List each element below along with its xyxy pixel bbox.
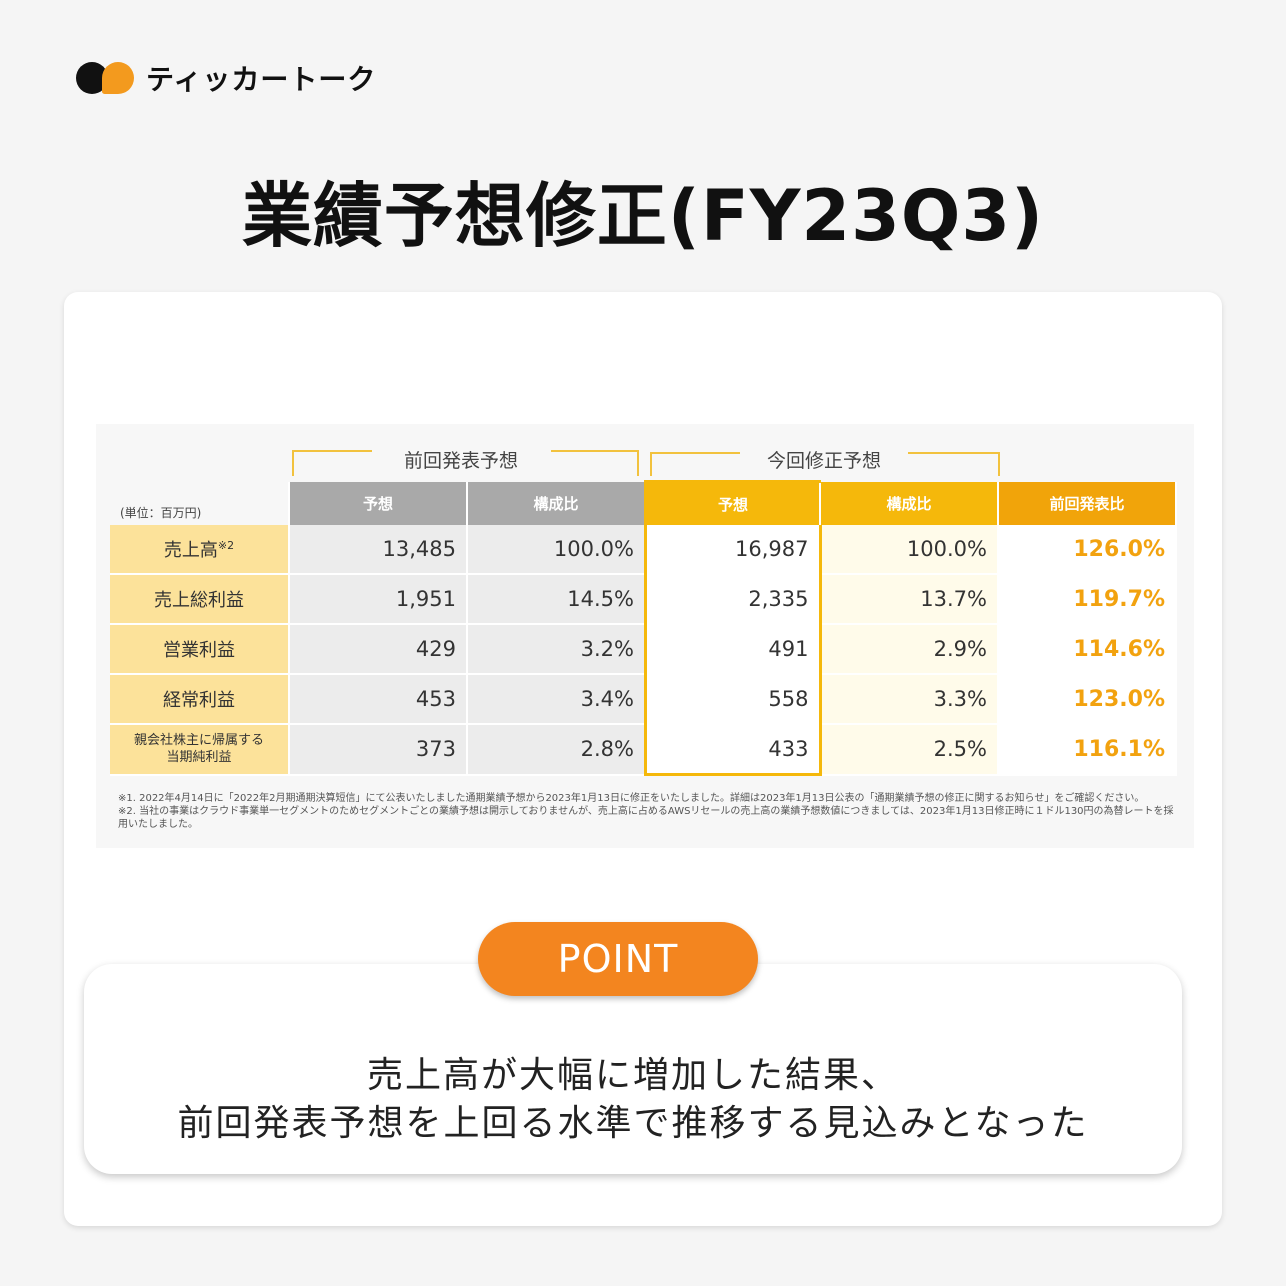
cell-curr-ratio: 13.7% xyxy=(820,574,999,625)
cell-curr-forecast: 433 xyxy=(644,724,822,776)
header-curr-forecast: 予想 xyxy=(644,480,821,525)
point-message: 売上高が大幅に増加した結果、 前回発表予想を上回る水準で推移する見込みとなった xyxy=(84,1052,1182,1148)
cell-vs-prev: 123.0% xyxy=(998,674,1177,725)
header-prev-forecast: 予想 xyxy=(289,481,468,525)
cell-curr-ratio: 100.0% xyxy=(820,525,999,575)
group-curr-label: 今回修正予想 xyxy=(766,450,881,472)
footnotes: ※1. 2022年4月14日に「2022年2月期通期決算短信」にて公表いたしまし… xyxy=(118,792,1178,831)
point-bubble: 売上高が大幅に増加した結果、 前回発表予想を上回る水準で推移する見込みとなった xyxy=(84,964,1182,1174)
point-badge: POINT xyxy=(478,922,758,996)
row-label: 売上高※2 xyxy=(110,525,290,575)
cell-prev-forecast: 13,485 xyxy=(289,525,468,575)
cell-curr-ratio: 3.3% xyxy=(820,674,999,725)
group-prev-label: 前回発表予想 xyxy=(403,450,518,472)
footnote: ※2. 当社の事業はクラウド事業単一セグメントのためセグメントごとの業績予想は開… xyxy=(118,806,1174,830)
cell-prev-forecast: 1,951 xyxy=(289,574,468,625)
cell-vs-prev: 126.0% xyxy=(998,525,1177,575)
cell-curr-forecast: 16,987 xyxy=(644,525,822,575)
row-label: 経常利益 xyxy=(110,674,290,725)
cell-vs-prev: 116.1% xyxy=(998,724,1177,776)
content-card: 前回発表予想 今回修正予想 (単位：百万円) 予想 構成比 予想 構成比 前回発… xyxy=(64,292,1222,1226)
brand-mark-icon xyxy=(76,58,136,98)
header-prev-ratio: 構成比 xyxy=(467,481,647,525)
row-label: 売上総利益 xyxy=(110,574,290,625)
table-row: 経常利益 453 3.4% 558 3.3% 123.0% xyxy=(110,674,1177,725)
cell-curr-ratio: 2.5% xyxy=(820,724,999,776)
cell-vs-prev: 119.7% xyxy=(998,574,1177,625)
table-row: 親会社株主に帰属する 当期純利益 373 2.8% 433 2.5% 116.1% xyxy=(110,724,1177,776)
table-header-row: 予想 構成比 予想 構成比 前回発表比 xyxy=(110,480,1177,525)
point-line-2: 前回発表予想を上回る水準で推移する見込みとなった xyxy=(177,1103,1089,1144)
row-label: 親会社株主に帰属する 当期純利益 xyxy=(110,724,290,776)
cell-vs-prev: 114.6% xyxy=(998,624,1177,675)
row-label: 営業利益 xyxy=(110,624,290,675)
table-row: 営業利益 429 3.2% 491 2.9% 114.6% xyxy=(110,624,1177,675)
table-row: 売上高※2 13,485 100.0% 16,987 100.0% 126.0% xyxy=(110,525,1177,575)
cell-curr-ratio: 2.9% xyxy=(820,624,999,675)
cell-prev-ratio: 14.5% xyxy=(467,574,647,625)
header-vs-prev: 前回発表比 xyxy=(998,481,1177,525)
cell-prev-forecast: 429 xyxy=(289,624,468,675)
brand-logo: ティッカートーク xyxy=(76,58,376,98)
point-line-1: 売上高が大幅に増加した結果、 xyxy=(366,1055,899,1096)
cell-prev-ratio: 100.0% xyxy=(467,525,647,575)
cell-curr-forecast: 2,335 xyxy=(644,574,822,625)
cell-prev-ratio: 3.4% xyxy=(467,674,647,725)
footnote: ※1. 2022年4月14日に「2022年2月期通期決算短信」にて公表いたしまし… xyxy=(118,793,1145,804)
cell-curr-forecast: 491 xyxy=(644,624,822,675)
page-title: 業績予想修正(FY23Q3) xyxy=(241,175,1045,257)
forecast-slide: 前回発表予想 今回修正予想 (単位：百万円) 予想 構成比 予想 構成比 前回発… xyxy=(96,424,1194,848)
cell-prev-forecast: 453 xyxy=(289,674,468,725)
brand-name: ティッカートーク xyxy=(146,63,377,96)
table-row: 売上総利益 1,951 14.5% 2,335 13.7% 119.7% xyxy=(110,574,1177,625)
cell-prev-forecast: 373 xyxy=(289,724,468,776)
cell-prev-ratio: 3.2% xyxy=(467,624,647,675)
header-curr-ratio: 構成比 xyxy=(820,481,999,525)
cell-curr-forecast: 558 xyxy=(644,674,822,725)
forecast-table: 予想 構成比 予想 構成比 前回発表比 売上高※2 13,485 100.0% … xyxy=(110,480,1177,776)
cell-prev-ratio: 2.8% xyxy=(467,724,647,776)
